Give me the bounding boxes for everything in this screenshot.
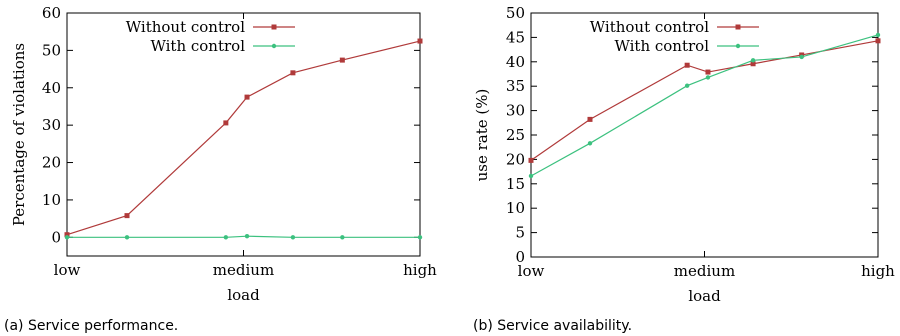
y-tick-label: 30 bbox=[42, 116, 61, 134]
x-axis-label: load bbox=[227, 286, 260, 304]
data-point-without-control bbox=[684, 62, 690, 68]
y-tick-label: 40 bbox=[42, 79, 61, 97]
data-point-without-control bbox=[528, 157, 534, 163]
y-axis-label: use rate (%) bbox=[473, 89, 491, 182]
figure-caption: (b) Service availability. bbox=[473, 318, 632, 334]
data-point-without-control bbox=[417, 38, 423, 44]
data-point-with-control bbox=[750, 58, 756, 63]
data-point-without-control bbox=[705, 69, 711, 75]
data-point-with-control bbox=[875, 32, 881, 38]
y-tick-label: 20 bbox=[42, 154, 61, 172]
data-point-with-control bbox=[528, 173, 534, 179]
legend-label: With control bbox=[614, 37, 709, 55]
y-tick-label: 15 bbox=[506, 175, 525, 193]
data-point-without-control bbox=[64, 232, 70, 238]
data-point-with-control bbox=[705, 75, 711, 80]
data-point-with-control bbox=[290, 235, 296, 240]
data-point-with-control bbox=[417, 235, 423, 240]
legend-swatch-marker bbox=[735, 43, 741, 49]
y-tick-label: 30 bbox=[506, 102, 525, 120]
chart-panel-a: 0 10 20 30 40 50 60 low medium high load Percentage… bbox=[4, 4, 437, 334]
x-axis-label: load bbox=[688, 287, 721, 305]
y-tick-label: 50 bbox=[42, 41, 61, 59]
data-point-with-control bbox=[64, 235, 70, 240]
chart-panel-b: 0 5 10 15 20 25 30 35 40 45 50 low medium high load use… bbox=[473, 4, 895, 334]
y-axis-label: Percentage of violations bbox=[10, 43, 28, 226]
legend-label: Without control bbox=[126, 18, 245, 36]
data-point-with-control bbox=[684, 83, 690, 88]
series-line-with-control bbox=[67, 235, 420, 238]
y-tick-label: 50 bbox=[506, 4, 525, 22]
figure-caption: (a) Service performance. bbox=[4, 318, 178, 334]
series-line-without-control bbox=[66, 40, 421, 236]
data-point-with-control bbox=[223, 235, 229, 240]
data-point-with-control bbox=[587, 141, 593, 146]
y-tick-label: 60 bbox=[42, 4, 61, 22]
x-tick-label: low bbox=[54, 261, 81, 279]
data-point-without-control bbox=[875, 38, 881, 44]
y-tick-label: 40 bbox=[506, 53, 525, 71]
y-tick-label: 10 bbox=[42, 191, 61, 209]
x-tick-label: medium bbox=[213, 261, 274, 279]
y-tick-label: 0 bbox=[515, 248, 525, 266]
y-tick-label: 5 bbox=[515, 224, 525, 242]
x-tick-label: high bbox=[861, 262, 895, 280]
data-point-without-control bbox=[750, 61, 756, 67]
data-point-with-control bbox=[244, 233, 250, 239]
series-line-without-control bbox=[530, 40, 879, 161]
y-tick-label: 0 bbox=[51, 228, 61, 246]
data-point-without-control bbox=[339, 57, 345, 63]
data-point-with-control bbox=[340, 235, 345, 240]
data-point-without-control bbox=[587, 116, 593, 122]
y-tick-label: 35 bbox=[506, 77, 525, 95]
data-point-without-control bbox=[244, 94, 250, 100]
legend-label: With control bbox=[150, 37, 245, 55]
x-tick-label: low bbox=[518, 262, 545, 280]
legend-label: Without control bbox=[590, 18, 709, 36]
y-tick-label: 10 bbox=[506, 199, 525, 217]
data-point-without-control bbox=[223, 120, 229, 126]
data-point-without-control bbox=[290, 70, 296, 76]
data-point-with-control bbox=[124, 235, 130, 240]
data-point-without-control bbox=[124, 213, 130, 219]
data-point-with-control bbox=[799, 54, 804, 60]
y-tick-label: 45 bbox=[506, 28, 525, 46]
legend-swatch-marker bbox=[271, 43, 277, 49]
legend-swatch-marker bbox=[271, 24, 277, 30]
x-tick-label: medium bbox=[674, 262, 735, 280]
legend-swatch-marker bbox=[735, 24, 741, 30]
y-tick-label: 20 bbox=[506, 150, 525, 168]
y-tick-label: 25 bbox=[506, 126, 525, 144]
x-tick-label: high bbox=[403, 261, 437, 279]
series-line-with-control bbox=[530, 34, 879, 177]
